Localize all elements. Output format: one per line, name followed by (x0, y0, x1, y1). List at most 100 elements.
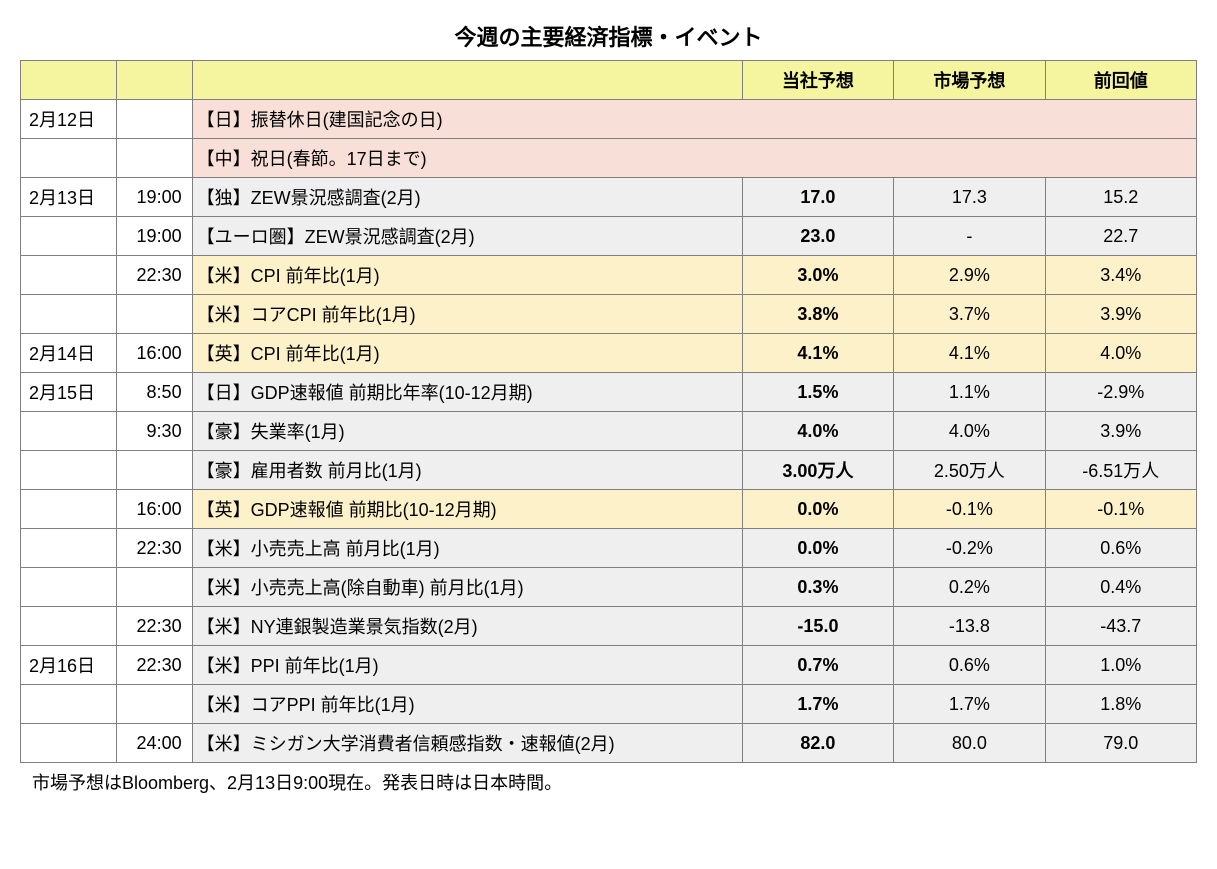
cell-market-forecast: - (894, 217, 1045, 256)
table-row: 16:00【英】GDP速報値 前期比(10-12月期)0.0%-0.1%-0.1… (21, 490, 1197, 529)
cell-date (21, 451, 117, 490)
cell-previous: 0.4% (1045, 568, 1196, 607)
cell-company-forecast: 82.0 (742, 724, 893, 763)
cell-time: 8:50 (116, 373, 192, 412)
table-row: 【中】祝日(春節。17日まで) (21, 139, 1197, 178)
cell-date (21, 256, 117, 295)
header-time (116, 61, 192, 100)
cell-company-forecast: 3.8% (742, 295, 893, 334)
cell-time: 22:30 (116, 529, 192, 568)
table-row: 【豪】雇用者数 前月比(1月)3.00万人2.50万人-6.51万人 (21, 451, 1197, 490)
cell-time: 19:00 (116, 178, 192, 217)
cell-event: 【中】祝日(春節。17日まで) (192, 139, 1196, 178)
cell-date: 2月15日 (21, 373, 117, 412)
cell-date (21, 568, 117, 607)
cell-market-forecast: 1.1% (894, 373, 1045, 412)
page-title: 今週の主要経済指標・イベント (20, 20, 1197, 52)
cell-market-forecast: 4.0% (894, 412, 1045, 451)
cell-date (21, 412, 117, 451)
cell-time (116, 100, 192, 139)
cell-company-forecast: -15.0 (742, 607, 893, 646)
header-market-forecast: 市場予想 (894, 61, 1045, 100)
cell-time: 22:30 (116, 607, 192, 646)
cell-market-forecast: 0.6% (894, 646, 1045, 685)
cell-market-forecast: -13.8 (894, 607, 1045, 646)
cell-company-forecast: 23.0 (742, 217, 893, 256)
cell-company-forecast: 0.7% (742, 646, 893, 685)
cell-date (21, 529, 117, 568)
table-row: 【米】コアPPI 前年比(1月)1.7%1.7%1.8% (21, 685, 1197, 724)
cell-event: 【米】コアCPI 前年比(1月) (192, 295, 742, 334)
cell-event: 【日】GDP速報値 前期比年率(10-12月期) (192, 373, 742, 412)
cell-time: 9:30 (116, 412, 192, 451)
cell-previous: -43.7 (1045, 607, 1196, 646)
cell-market-forecast: -0.1% (894, 490, 1045, 529)
cell-event: 【独】ZEW景況感調査(2月) (192, 178, 742, 217)
table-row: 9:30【豪】失業率(1月)4.0%4.0%3.9% (21, 412, 1197, 451)
table-row: 【米】小売売上高(除自動車) 前月比(1月)0.3%0.2%0.4% (21, 568, 1197, 607)
table-row: 24:00【米】ミシガン大学消費者信頼感指数・速報値(2月)82.080.079… (21, 724, 1197, 763)
cell-event: 【米】CPI 前年比(1月) (192, 256, 742, 295)
cell-event: 【米】小売売上高(除自動車) 前月比(1月) (192, 568, 742, 607)
cell-company-forecast: 3.0% (742, 256, 893, 295)
cell-time: 19:00 (116, 217, 192, 256)
cell-time: 22:30 (116, 256, 192, 295)
cell-time (116, 451, 192, 490)
table-row: 22:30【米】NY連銀製造業景気指数(2月)-15.0-13.8-43.7 (21, 607, 1197, 646)
cell-previous: 3.9% (1045, 295, 1196, 334)
cell-company-forecast: 1.5% (742, 373, 893, 412)
cell-event: 【米】ミシガン大学消費者信頼感指数・速報値(2月) (192, 724, 742, 763)
cell-company-forecast: 0.0% (742, 529, 893, 568)
cell-previous: 4.0% (1045, 334, 1196, 373)
cell-event: 【米】小売売上高 前月比(1月) (192, 529, 742, 568)
cell-date: 2月16日 (21, 646, 117, 685)
header-event (192, 61, 742, 100)
cell-date (21, 490, 117, 529)
cell-event: 【米】コアPPI 前年比(1月) (192, 685, 742, 724)
cell-market-forecast: 0.2% (894, 568, 1045, 607)
table-row: 19:00【ユーロ圏】ZEW景況感調査(2月)23.0-22.7 (21, 217, 1197, 256)
cell-market-forecast: 80.0 (894, 724, 1045, 763)
cell-date (21, 139, 117, 178)
cell-previous: 79.0 (1045, 724, 1196, 763)
header-previous: 前回値 (1045, 61, 1196, 100)
cell-time (116, 568, 192, 607)
cell-market-forecast: 4.1% (894, 334, 1045, 373)
cell-previous: -6.51万人 (1045, 451, 1196, 490)
cell-time: 24:00 (116, 724, 192, 763)
cell-market-forecast: 17.3 (894, 178, 1045, 217)
cell-previous: 3.9% (1045, 412, 1196, 451)
cell-date (21, 685, 117, 724)
cell-previous: 1.0% (1045, 646, 1196, 685)
cell-company-forecast: 3.00万人 (742, 451, 893, 490)
cell-company-forecast: 17.0 (742, 178, 893, 217)
cell-company-forecast: 0.3% (742, 568, 893, 607)
footnote: 市場予想はBloomberg、2月13日9:00現在。発表日時は日本時間。 (20, 769, 1197, 795)
cell-event: 【米】PPI 前年比(1月) (192, 646, 742, 685)
cell-event: 【ユーロ圏】ZEW景況感調査(2月) (192, 217, 742, 256)
cell-event: 【米】NY連銀製造業景気指数(2月) (192, 607, 742, 646)
table-row: 2月15日8:50【日】GDP速報値 前期比年率(10-12月期)1.5%1.1… (21, 373, 1197, 412)
table-row: 22:30【米】小売売上高 前月比(1月)0.0%-0.2%0.6% (21, 529, 1197, 568)
cell-time: 16:00 (116, 334, 192, 373)
cell-date (21, 724, 117, 763)
cell-time (116, 685, 192, 724)
economic-indicators-table: 当社予想 市場予想 前回値 2月12日【日】振替休日(建国記念の日)【中】祝日(… (20, 60, 1197, 763)
cell-event: 【豪】雇用者数 前月比(1月) (192, 451, 742, 490)
cell-previous: -0.1% (1045, 490, 1196, 529)
cell-market-forecast: -0.2% (894, 529, 1045, 568)
header-date (21, 61, 117, 100)
cell-previous: 3.4% (1045, 256, 1196, 295)
cell-company-forecast: 0.0% (742, 490, 893, 529)
cell-market-forecast: 2.9% (894, 256, 1045, 295)
table-row: 2月13日19:00【独】ZEW景況感調査(2月)17.017.315.2 (21, 178, 1197, 217)
cell-company-forecast: 4.0% (742, 412, 893, 451)
cell-date: 2月13日 (21, 178, 117, 217)
cell-previous: 22.7 (1045, 217, 1196, 256)
cell-date (21, 295, 117, 334)
cell-date (21, 217, 117, 256)
cell-market-forecast: 2.50万人 (894, 451, 1045, 490)
cell-event: 【英】GDP速報値 前期比(10-12月期) (192, 490, 742, 529)
table-header-row: 当社予想 市場予想 前回値 (21, 61, 1197, 100)
cell-company-forecast: 4.1% (742, 334, 893, 373)
